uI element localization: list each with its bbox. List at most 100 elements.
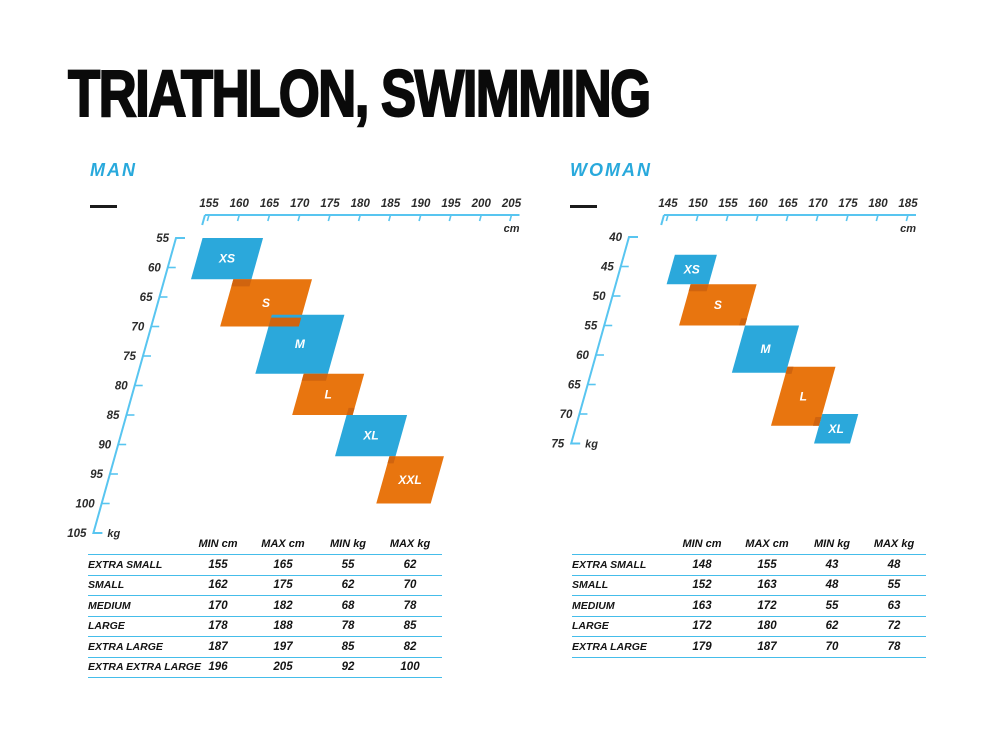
- x-axis-tick: [267, 214, 271, 222]
- x-axis-tick: [695, 214, 699, 222]
- x-tick-label: 155: [199, 198, 219, 210]
- size-region-label-xs: XS: [683, 262, 700, 276]
- size-value-cell: 155: [757, 558, 777, 571]
- size-region-xs: [190, 238, 264, 280]
- size-value-cell: 55: [341, 558, 355, 571]
- size-value-cell: 179: [692, 640, 712, 653]
- x-tick-label: 190: [411, 198, 431, 210]
- column-header: MIN kg: [813, 537, 851, 550]
- size-row-label: SMALL: [572, 579, 609, 592]
- size-region-label-xl: XL: [362, 429, 378, 443]
- size-region-label-xxl: XXL: [397, 473, 421, 487]
- size-value-cell: 62: [825, 620, 839, 633]
- woman-size-table: MIN cm MAX cm MIN kg MAX kg EXTRA SMALL 148 15…: [572, 533, 926, 658]
- size-region-xs: [666, 254, 717, 285]
- x-tick-label: 185: [381, 198, 401, 210]
- table-row: EXTRA LARGE 179 187 70 78: [572, 637, 926, 658]
- column-header: MAX cm: [745, 537, 789, 550]
- size-row-label: MEDIUM: [572, 599, 615, 612]
- size-region-l: [292, 373, 365, 415]
- size-value-cell: 85: [403, 620, 417, 633]
- table-row: SMALL 162 175 62 70: [88, 576, 442, 596]
- column-header: MIN cm: [682, 537, 722, 550]
- size-value-cell: 82: [403, 640, 417, 653]
- page-title: TRIATHLON, SWIMMING: [67, 56, 652, 130]
- y-tick-label: 60: [148, 263, 161, 275]
- size-value-cell: 152: [692, 579, 712, 592]
- x-tick-label: 175: [838, 198, 858, 210]
- size-value-cell: 78: [887, 640, 901, 653]
- size-value-cell: 163: [692, 599, 712, 612]
- y-tick-label: 65: [140, 292, 153, 304]
- column-header: MAX kg: [873, 537, 915, 550]
- y-tick-label: 55: [584, 321, 597, 333]
- x-tick-label: 165: [260, 198, 280, 210]
- column-header: MAX kg: [389, 537, 431, 550]
- size-value-cell: 68: [341, 599, 355, 612]
- size-value-cell: 197: [273, 640, 293, 653]
- y-tick-label: 95: [90, 469, 103, 481]
- y-tick-label: 50: [593, 291, 606, 303]
- x-tick-label: 165: [778, 198, 798, 210]
- x-tick-label: 180: [351, 198, 371, 210]
- size-row-label: EXTRA SMALL: [572, 558, 647, 571]
- size-value-cell: 172: [692, 620, 712, 633]
- table-row: MEDIUM 170 182 68 78: [88, 596, 442, 617]
- size-value-cell: 48: [825, 579, 839, 592]
- x-tick-label: 200: [471, 198, 492, 210]
- x-tick-label: 150: [688, 198, 708, 210]
- size-region-m: [731, 325, 800, 373]
- size-row-label: MEDIUM: [88, 599, 131, 612]
- man-chart: 155 160 165 170 175 180 185 190 195 200 205 cm 55 60 6…: [67, 198, 521, 540]
- y-tick-label: 70: [131, 322, 144, 334]
- y-axis-unit-label: kg: [585, 439, 598, 451]
- size-value-cell: 92: [341, 661, 355, 674]
- x-axis-start-cap: [201, 214, 206, 226]
- size-value-cell: 70: [403, 579, 417, 592]
- x-tick-label: 170: [808, 198, 828, 210]
- size-region-xl: [335, 415, 408, 457]
- size-value-cell: 63: [887, 599, 901, 612]
- man-chart-title: MAN: [90, 160, 137, 180]
- size-overlap-patch: [739, 318, 748, 326]
- table-row: SMALL 152 163 48 55: [572, 576, 926, 596]
- size-value-cell: 172: [757, 599, 777, 612]
- size-value-cell: 62: [341, 579, 355, 592]
- y-tick-label: 85: [107, 410, 120, 422]
- size-region-label-m: M: [295, 337, 306, 351]
- size-region-label-s: S: [714, 298, 722, 312]
- size-value-cell: 163: [757, 579, 777, 592]
- y-axis-line: [569, 236, 638, 445]
- table-row: LARGE 178 188 78 85: [88, 617, 442, 637]
- size-value-cell: 188: [273, 620, 293, 633]
- table-row: MEDIUM 163 172 55 63: [572, 596, 926, 617]
- x-axis-tick: [448, 214, 452, 222]
- x-tick-label: 170: [290, 198, 310, 210]
- x-tick-label: 180: [868, 198, 888, 210]
- x-axis-tick: [815, 214, 819, 222]
- size-overlap-patch: [387, 456, 396, 464]
- size-region-label-m: M: [760, 342, 771, 356]
- x-axis-tick: [845, 214, 849, 222]
- size-value-cell: 48: [887, 558, 901, 571]
- size-value-cell: 72: [887, 620, 901, 633]
- size-row-label: LARGE: [572, 620, 609, 633]
- man-size-table: MIN cm MAX cm MIN kg MAX kg EXTRA SMALL 155 16…: [88, 533, 442, 678]
- x-axis-unit-label: cm: [504, 223, 520, 235]
- size-row-label: EXTRA LARGE: [88, 640, 163, 653]
- table-row: EXTRA SMALL 155 165 55 62: [88, 555, 442, 576]
- size-row-label: SMALL: [88, 579, 125, 592]
- x-tick-label: 145: [658, 198, 678, 210]
- y-tick-label: 45: [600, 262, 614, 274]
- size-region-xxl: [376, 456, 444, 504]
- size-value-cell: 148: [692, 558, 712, 571]
- x-axis-tick: [297, 214, 301, 222]
- x-axis-tick: [418, 214, 422, 222]
- x-axis-tick: [327, 214, 331, 222]
- x-tick-label: 160: [748, 198, 768, 210]
- x-axis-tick: [206, 214, 210, 222]
- x-axis-unit-label: cm: [900, 223, 916, 235]
- size-value-cell: 78: [403, 599, 417, 612]
- size-value-cell: 205: [273, 661, 293, 674]
- y-tick-label: 100: [75, 499, 95, 511]
